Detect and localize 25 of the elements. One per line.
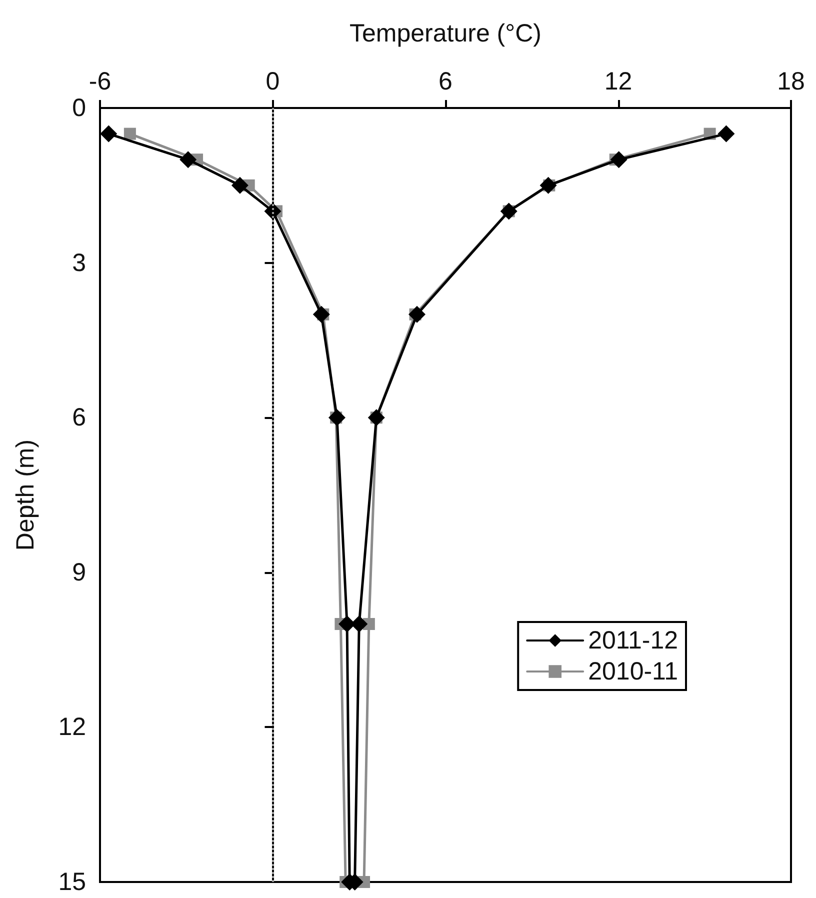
- point: [100, 125, 118, 142]
- legend-label: 2010-11: [588, 658, 678, 686]
- point: [312, 306, 330, 323]
- point: [610, 151, 628, 168]
- y-tick-label: 12: [58, 713, 86, 742]
- x-tick-label: 6: [438, 68, 452, 96]
- x-tick-label: -6: [88, 68, 112, 96]
- y-tick-label: 9: [72, 558, 86, 586]
- point: [328, 409, 346, 426]
- point: [718, 125, 735, 142]
- y-tick-label: 3: [72, 248, 86, 277]
- x-tick-label: 12: [604, 68, 632, 96]
- x-tick-label: 0: [266, 68, 280, 96]
- point: [180, 151, 197, 168]
- x-axis-title: Temperature (°C): [350, 20, 542, 48]
- point: [231, 176, 248, 194]
- y-tick-label: 15: [58, 868, 86, 896]
- point: [124, 128, 136, 140]
- y-tick-label: 6: [72, 404, 86, 432]
- x-tick-label: 18: [777, 68, 805, 96]
- point: [540, 176, 557, 194]
- y-axis-title: Depth (m): [12, 439, 40, 551]
- legend-label: 2011-12: [588, 626, 678, 654]
- y-tick-label: 0: [72, 94, 86, 122]
- point: [408, 306, 426, 323]
